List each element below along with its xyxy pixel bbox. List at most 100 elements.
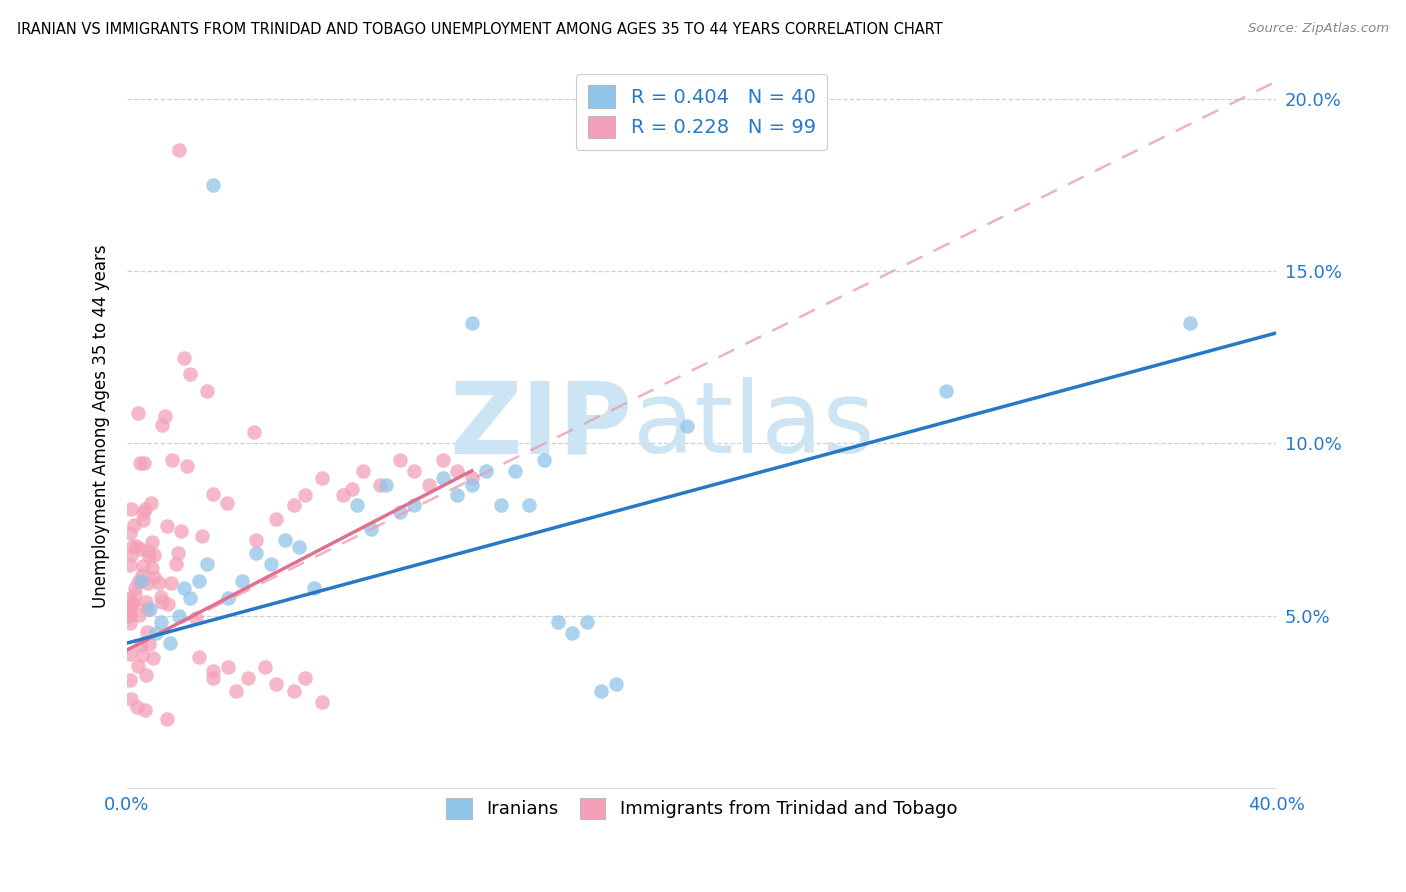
- Point: [283, 684, 305, 698]
- Point: [404, 464, 426, 478]
- Point: [533, 453, 555, 467]
- Point: [124, 539, 146, 553]
- Point: [311, 470, 333, 484]
- Point: [118, 526, 141, 541]
- Text: atlas: atlas: [633, 377, 875, 475]
- Point: [122, 596, 145, 610]
- Point: [217, 591, 239, 606]
- Point: [120, 548, 142, 562]
- Point: [197, 557, 219, 571]
- Legend: Iranians, Immigrants from Trinidad and Tobago: Iranians, Immigrants from Trinidad and T…: [439, 790, 965, 826]
- Point: [141, 561, 163, 575]
- Point: [202, 487, 225, 501]
- Point: [197, 384, 219, 399]
- Point: [166, 546, 188, 560]
- Point: [547, 615, 569, 630]
- Point: [302, 581, 325, 595]
- Point: [202, 671, 225, 685]
- Point: [179, 368, 201, 382]
- Point: [118, 608, 141, 623]
- Point: [432, 453, 454, 467]
- Point: [142, 650, 165, 665]
- Point: [432, 470, 454, 484]
- Point: [136, 602, 159, 616]
- Point: [676, 419, 699, 434]
- Point: [461, 470, 484, 484]
- Point: [139, 495, 162, 509]
- Point: [128, 608, 150, 623]
- Point: [159, 575, 181, 590]
- Point: [141, 535, 163, 549]
- Point: [124, 581, 146, 595]
- Point: [149, 590, 172, 604]
- Point: [173, 581, 195, 595]
- Point: [266, 512, 288, 526]
- Point: [561, 625, 583, 640]
- Point: [127, 659, 149, 673]
- Point: [148, 576, 170, 591]
- Point: [170, 524, 193, 539]
- Point: [346, 498, 368, 512]
- Point: [187, 574, 209, 588]
- Point: [127, 406, 149, 420]
- Point: [124, 518, 146, 533]
- Point: [131, 568, 153, 582]
- Point: [245, 533, 267, 547]
- Point: [605, 677, 627, 691]
- Point: [132, 456, 155, 470]
- Point: [503, 464, 526, 478]
- Point: [118, 558, 141, 573]
- Point: [311, 695, 333, 709]
- Point: [288, 540, 311, 554]
- Text: ZIP: ZIP: [450, 377, 633, 475]
- Point: [461, 477, 484, 491]
- Point: [121, 597, 143, 611]
- Point: [225, 684, 247, 698]
- Point: [418, 477, 440, 491]
- Point: [283, 498, 305, 512]
- Point: [294, 671, 316, 685]
- Point: [156, 519, 179, 533]
- Point: [136, 544, 159, 558]
- Point: [127, 574, 149, 589]
- Point: [136, 625, 159, 640]
- Point: [145, 625, 167, 640]
- Point: [150, 615, 173, 630]
- Point: [294, 488, 316, 502]
- Point: [231, 574, 253, 588]
- Point: [124, 588, 146, 602]
- Point: [404, 498, 426, 512]
- Point: [517, 498, 540, 512]
- Point: [120, 502, 142, 516]
- Point: [128, 542, 150, 557]
- Point: [245, 547, 267, 561]
- Point: [489, 498, 512, 512]
- Point: [388, 453, 411, 467]
- Point: [446, 464, 468, 478]
- Point: [157, 598, 180, 612]
- Point: [131, 648, 153, 662]
- Point: [142, 549, 165, 563]
- Point: [131, 574, 153, 588]
- Point: [191, 529, 214, 543]
- Point: [160, 452, 183, 467]
- Point: [176, 458, 198, 473]
- Point: [242, 425, 264, 439]
- Point: [128, 456, 150, 470]
- Point: [118, 647, 141, 661]
- Point: [446, 488, 468, 502]
- Point: [215, 495, 238, 509]
- Point: [202, 178, 225, 192]
- Point: [159, 636, 181, 650]
- Text: Source: ZipAtlas.com: Source: ZipAtlas.com: [1249, 22, 1389, 36]
- Point: [260, 557, 283, 571]
- Point: [388, 505, 411, 519]
- Point: [153, 409, 176, 424]
- Point: [575, 615, 598, 630]
- Point: [139, 601, 162, 615]
- Y-axis label: Unemployment Among Ages 35 to 44 years: Unemployment Among Ages 35 to 44 years: [93, 244, 110, 607]
- Point: [134, 703, 156, 717]
- Point: [138, 549, 160, 563]
- Point: [165, 557, 187, 571]
- Point: [332, 488, 354, 502]
